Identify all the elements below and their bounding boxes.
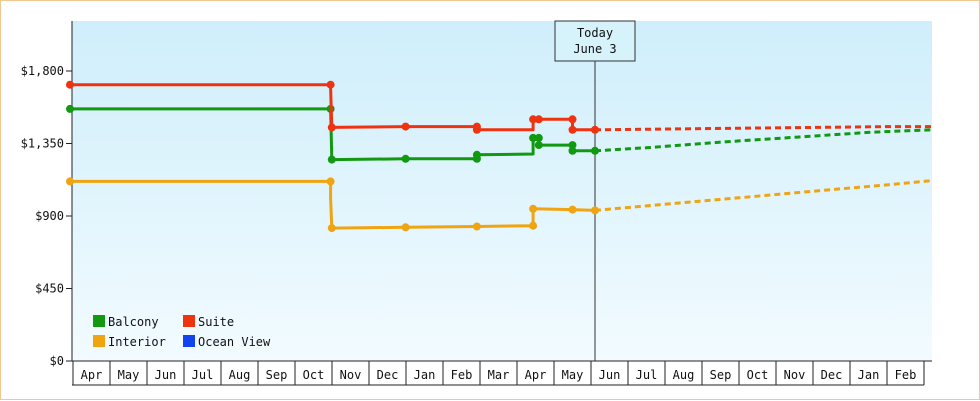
data-point [529,204,538,213]
x-month-label: Feb [895,368,917,382]
data-point [401,122,410,131]
x-month-label: Aug [673,368,695,382]
legend-swatch [183,335,195,347]
x-month-label: Jan [858,368,880,382]
legend-swatch [93,335,105,347]
legend-label: Balcony [108,315,159,329]
data-point [472,150,481,159]
x-month-label: Jun [155,368,177,382]
legend: Balcony Suite Interior Ocean View [93,315,271,349]
data-point [66,80,74,89]
x-month-label: Jun [599,368,621,382]
x-month-label: Jul [192,368,214,382]
forecast-line-suite [594,125,932,132]
x-month-label: Apr [525,368,547,382]
x-month-label: Sep [710,368,732,382]
data-point [66,177,74,186]
legend-swatch [183,315,195,327]
data-point [472,125,481,134]
data-point [327,123,336,132]
data-point [326,177,335,186]
data-point [401,223,410,232]
data-point [534,133,543,142]
data-point [327,155,336,164]
x-month-label: May [562,368,584,382]
data-point [327,224,336,233]
series-line-interior [70,179,596,230]
x-month-label: Oct [747,368,769,382]
data-point [591,125,599,134]
data-point [529,133,538,142]
data-point [472,222,481,231]
y-tick-label: $1,800 [21,64,64,78]
today-label: Today [577,26,613,40]
data-point [568,146,577,155]
data-point [568,141,577,150]
legend-label: Ocean View [198,335,271,349]
y-tick-label: $450 [35,282,64,296]
legend-label: Interior [108,335,166,349]
data-point [529,221,538,230]
data-point [591,146,599,155]
y-axis: $0 $450 $900 $1,350 $1,800 [21,21,73,368]
x-month-label: Sep [266,368,288,382]
legend-label: Suite [198,315,234,329]
data-point [534,141,543,150]
legend-swatch [93,315,105,327]
x-month-label: Oct [303,368,325,382]
x-month-label: May [118,368,140,382]
x-month-label: Nov [340,368,362,382]
data-point [568,115,577,124]
x-month-label: Dec [377,368,399,382]
y-tick-label: $1,350 [21,137,64,151]
data-point [401,154,410,163]
x-month-label: Jul [636,368,658,382]
x-month-label: Jan [414,368,436,382]
y-tick-label: $0 [50,354,64,368]
x-month-label: Aug [229,368,251,382]
data-point [591,206,599,215]
today-box [554,20,636,62]
today-date: June 3 [573,42,616,56]
data-point [568,205,577,214]
x-month-label: Nov [784,368,806,382]
x-month-label: Feb [451,368,473,382]
data-point [326,80,335,89]
forecast-line-interior [594,179,933,212]
y-tick-label: $900 [35,209,64,223]
plot-area [72,21,932,361]
data-point [529,115,538,124]
x-month-label: Apr [81,368,103,382]
data-point [568,125,577,134]
x-month-label: Mar [488,368,510,382]
data-point [534,115,543,124]
x-axis: Apr May Jun Jul Aug Sep Oct Nov Dec Jan Feb Mar Apr M… [72,360,932,386]
data-point [66,104,74,113]
series-lines [66,80,933,233]
x-month-label: Dec [821,368,843,382]
